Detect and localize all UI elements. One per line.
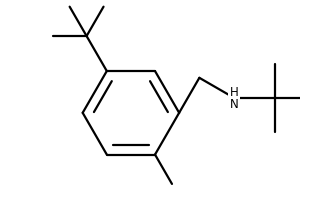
Text: H
N: H N [230, 85, 239, 111]
